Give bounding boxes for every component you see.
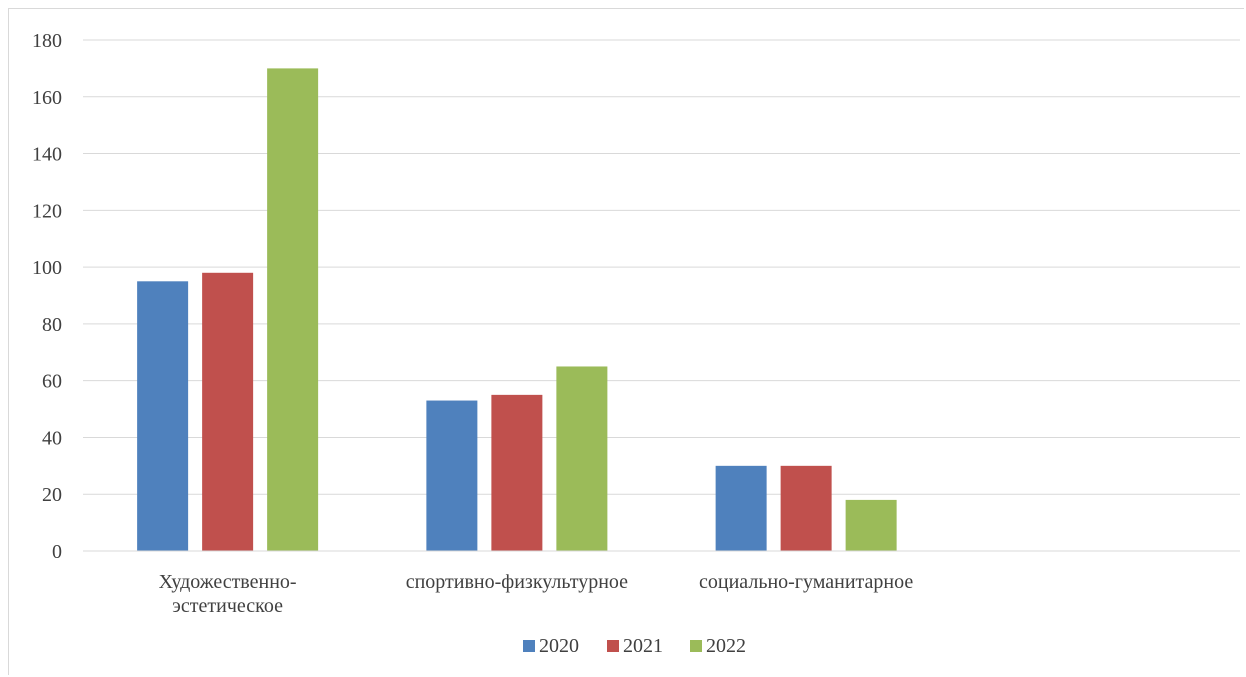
x-category-label-1-line0: спортивно-физкультурное xyxy=(406,571,628,593)
x-axis-category-labels: Художественно-эстетическое спортивно-физк… xyxy=(159,571,914,617)
y-tick-label-100: 100 xyxy=(32,257,62,279)
y-tick-label-40: 40 xyxy=(42,427,62,449)
legend-swatch-2020 xyxy=(523,640,535,652)
bar-2021-cat1 xyxy=(491,394,543,551)
bar-2020-cat1 xyxy=(426,400,478,551)
bar-2022-cat1 xyxy=(556,366,608,551)
bar-2020-cat2 xyxy=(715,465,767,551)
bar-2020-cat0 xyxy=(137,281,189,551)
y-tick-label-60: 60 xyxy=(42,371,62,393)
bar-2021-cat2 xyxy=(780,465,832,551)
y-tick-label-80: 80 xyxy=(42,314,62,336)
x-category-label-0-line0: Художественно- xyxy=(159,571,297,593)
bars xyxy=(137,68,897,551)
y-tick-label-140: 140 xyxy=(32,144,62,166)
bar-2021-cat0 xyxy=(202,272,254,551)
y-tick-label-0: 0 xyxy=(52,541,62,563)
x-category-label-0-line1: эстетическое xyxy=(172,595,283,617)
bar-2022-cat2 xyxy=(845,499,897,551)
legend-swatch-2022 xyxy=(690,640,702,652)
legend-swatch-2021 xyxy=(607,640,619,652)
legend: 2020 2021 2022 xyxy=(523,635,746,657)
y-axis-tick-labels: 0 20 40 60 80 100 120 140 160 180 xyxy=(32,30,62,563)
legend-label-2022: 2022 xyxy=(706,635,746,657)
y-tick-label-180: 180 xyxy=(32,30,62,52)
legend-label-2021: 2021 xyxy=(623,635,663,657)
y-tick-label-20: 20 xyxy=(42,484,62,506)
bar-2022-cat0 xyxy=(267,68,319,551)
y-tick-label-120: 120 xyxy=(32,200,62,222)
x-category-label-2-line0: социально-гуманитарное xyxy=(699,571,913,593)
grid-lines xyxy=(83,39,1240,495)
y-tick-label-160: 160 xyxy=(32,87,62,109)
legend-label-2020: 2020 xyxy=(539,635,579,657)
